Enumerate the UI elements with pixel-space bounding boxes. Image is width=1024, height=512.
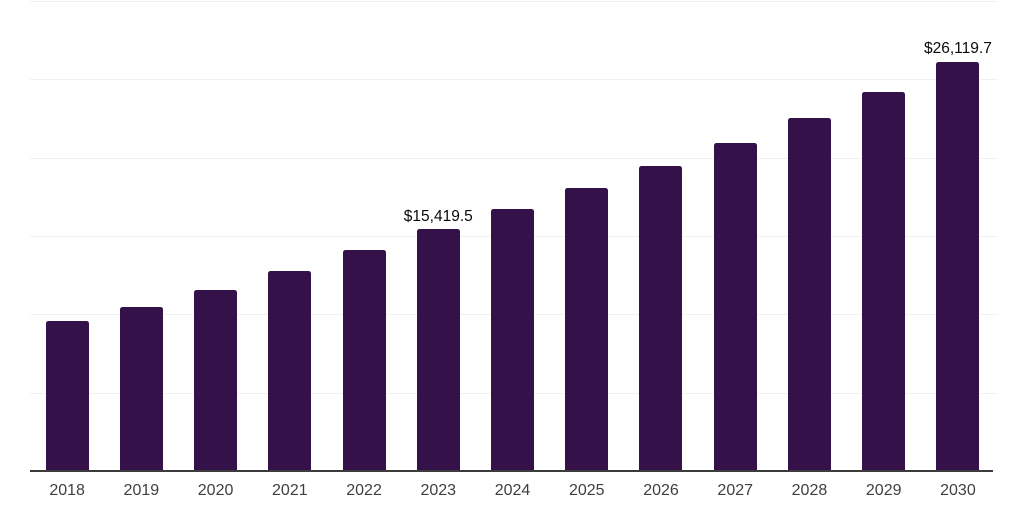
x-tick-label-2021: 2021 <box>272 482 308 499</box>
bar-column-2025 <box>550 1 624 471</box>
x-tick-label-2028: 2028 <box>791 482 828 499</box>
x-tick-label-2022: 2022 <box>346 482 382 499</box>
bar-2023 <box>416 229 460 471</box>
x-tick-label-2018: 2018 <box>49 482 85 499</box>
bar-2022 <box>342 250 386 471</box>
bar-column-2028 <box>772 1 846 471</box>
bar-2025 <box>565 187 609 471</box>
bar-column-2022 <box>327 1 401 471</box>
bar-column-2024 <box>475 1 549 471</box>
bars-row: $15,419.5 $26,119.7 <box>30 1 995 471</box>
bar-2018 <box>45 321 89 471</box>
x-tick-label-2023: 2023 <box>420 482 457 499</box>
bar-column-2029 <box>847 1 921 471</box>
bar-column-2021 <box>253 1 327 471</box>
bar-column-2026 <box>624 1 698 471</box>
x-tick-label-2020: 2020 <box>197 482 234 499</box>
bar-column-2018 <box>30 1 104 471</box>
x-tick-label-2030: 2030 <box>940 482 976 499</box>
data-label-2030: $26,119.7 <box>924 40 992 58</box>
bar-column-2027 <box>698 1 772 471</box>
x-axis-tick-labels: 2018 2019 2020 2021 2022 2023 2024 2025 2026 2027… <box>30 482 995 500</box>
x-axis-line <box>30 470 993 472</box>
bar-2029 <box>862 91 906 471</box>
gridline <box>30 79 998 81</box>
x-tick-label-2024: 2024 <box>494 482 531 499</box>
x-tick-label-2027: 2027 <box>717 482 754 499</box>
plot-area: $15,419.5 $26,119.7 <box>30 1 998 472</box>
bar-column-2023: $15,419.5 <box>401 1 475 471</box>
gridline <box>30 157 998 159</box>
data-label-2023: $15,419.5 <box>403 207 473 225</box>
bar-2026 <box>639 165 683 471</box>
gridline <box>30 1 998 2</box>
x-tick-label-2029: 2029 <box>865 482 902 499</box>
bar-2021 <box>268 271 312 471</box>
bar-2020 <box>194 290 238 471</box>
bar-2019 <box>119 307 163 471</box>
bar-2027 <box>713 142 757 471</box>
bar-2028 <box>787 117 831 471</box>
bar-2030 <box>936 61 980 471</box>
bar-column-2019 <box>104 1 178 471</box>
bar-column-2030: $26,119.7 <box>921 1 995 471</box>
x-tick-label-2026: 2026 <box>643 482 679 499</box>
bar-2024 <box>491 208 535 471</box>
x-tick-label-2025: 2025 <box>568 482 605 499</box>
bar-column-2020 <box>178 1 252 471</box>
x-tick-label-2019: 2019 <box>123 482 160 499</box>
